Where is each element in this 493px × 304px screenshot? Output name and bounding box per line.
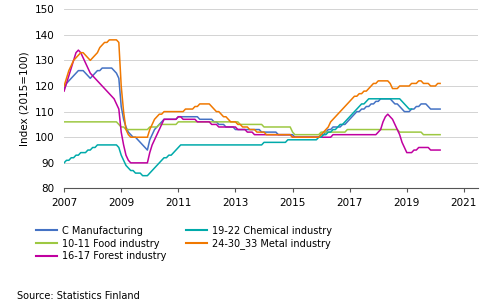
Legend: C Manufacturing, 10-11 Food industry, 16-17 Forest industry, 19-22 Chemical indu: C Manufacturing, 10-11 Food industry, 16… <box>36 226 332 261</box>
Text: Source: Statistics Finland: Source: Statistics Finland <box>17 291 140 301</box>
Y-axis label: Index (2015=100): Index (2015=100) <box>19 51 29 146</box>
